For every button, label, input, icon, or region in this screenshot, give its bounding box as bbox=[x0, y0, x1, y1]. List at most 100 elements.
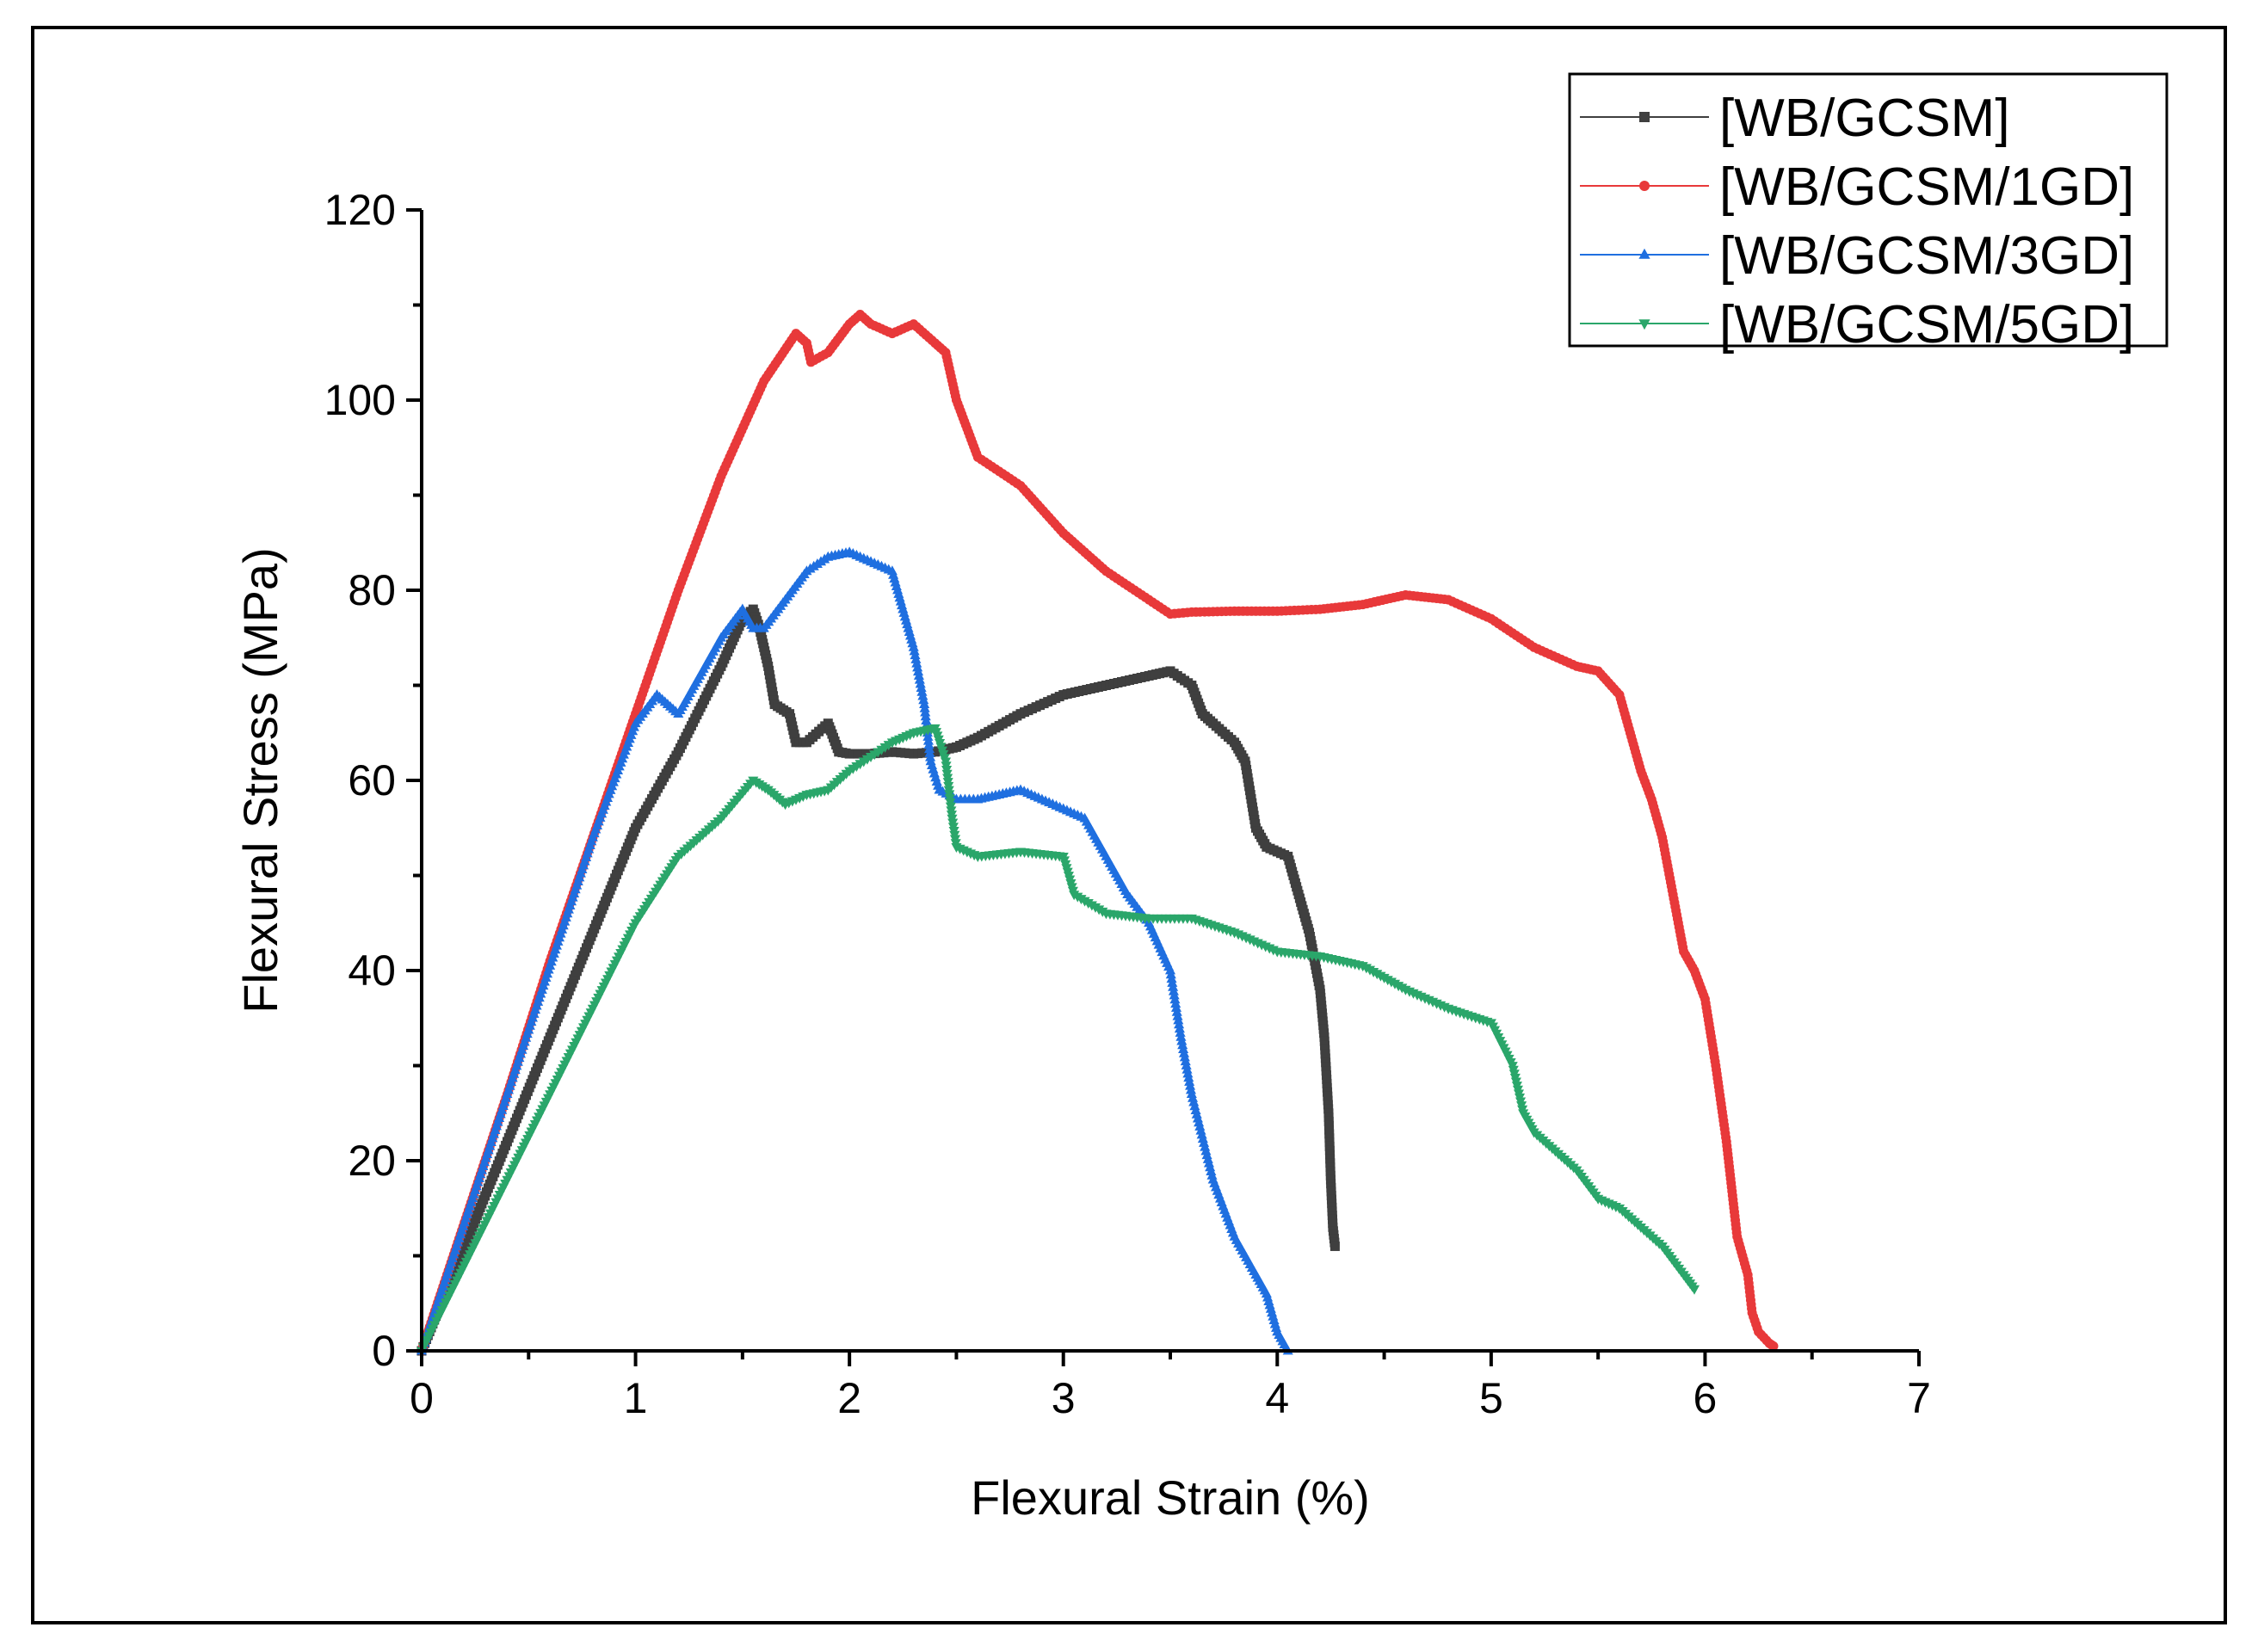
data-point bbox=[1768, 1341, 1779, 1351]
data-point bbox=[925, 751, 936, 761]
legend-box bbox=[1568, 72, 2169, 348]
data-point bbox=[912, 666, 924, 676]
data-point bbox=[914, 674, 925, 684]
series-line bbox=[421, 607, 1336, 1352]
plot-area: 0 1 2 3 4 5 6 7 0 20 40 60 80 100 120 bbox=[324, 186, 1931, 1422]
series-line bbox=[421, 313, 1774, 1352]
x-tick-label: 0 bbox=[410, 1374, 434, 1422]
legend-swatch-marker bbox=[1638, 248, 1650, 259]
data-point bbox=[1185, 1080, 1196, 1090]
data-point bbox=[921, 714, 932, 724]
x-tick-label: 1 bbox=[624, 1374, 648, 1422]
legend-entry: [WB/GCSM/3GD] bbox=[1580, 226, 2134, 286]
data-point bbox=[916, 686, 928, 696]
series-markers bbox=[416, 604, 1340, 1356]
data-point bbox=[1174, 1019, 1185, 1029]
y-tick-label: 100 bbox=[324, 376, 396, 424]
series-2 bbox=[416, 546, 1293, 1355]
legend-entry: [WB/GCSM/5GD] bbox=[1580, 295, 2134, 354]
data-point bbox=[912, 662, 923, 672]
x-tick-label: 6 bbox=[1694, 1374, 1718, 1422]
data-point bbox=[924, 747, 935, 757]
data-point bbox=[1688, 1285, 1700, 1295]
data-point bbox=[910, 650, 921, 660]
x-axis-title: Flexural Strain (%) bbox=[971, 1470, 1370, 1525]
data-point bbox=[909, 645, 920, 656]
x-tick-label: 7 bbox=[1907, 1374, 1931, 1422]
legend-entry: [WB/GCSM/1GD] bbox=[1580, 157, 2134, 217]
data-point bbox=[1180, 1056, 1191, 1066]
x-ticks: 0 1 2 3 4 5 6 7 bbox=[410, 1351, 1931, 1422]
data-point bbox=[919, 699, 930, 708]
series-1 bbox=[416, 310, 1779, 1356]
data-point bbox=[911, 657, 922, 668]
data-point bbox=[1177, 1039, 1188, 1050]
legend-label: [WB/GCSM/5GD] bbox=[1719, 295, 2134, 354]
data-point bbox=[1170, 998, 1181, 1008]
legend-label: [WB/GCSM/1GD] bbox=[1719, 157, 2134, 217]
y-tick-label: 60 bbox=[348, 756, 396, 804]
series-group bbox=[416, 310, 1779, 1357]
data-point bbox=[923, 743, 935, 754]
data-point bbox=[910, 653, 922, 663]
data-point bbox=[1169, 989, 1180, 1000]
data-point bbox=[1170, 1002, 1182, 1012]
data-point bbox=[1181, 1059, 1192, 1069]
legend-swatch-marker bbox=[1639, 181, 1650, 191]
legend-label: [WB/GCSM] bbox=[1719, 89, 2010, 148]
data-point bbox=[1168, 985, 1179, 996]
data-point bbox=[923, 739, 935, 749]
data-point bbox=[1174, 1023, 1185, 1033]
data-point bbox=[1175, 1031, 1187, 1041]
data-point bbox=[1172, 1010, 1183, 1020]
series-3 bbox=[416, 724, 1700, 1357]
legend-swatch-marker bbox=[1639, 112, 1650, 122]
data-point bbox=[1168, 981, 1179, 991]
data-point bbox=[1182, 1068, 1194, 1078]
data-point bbox=[1173, 1014, 1184, 1025]
series-0 bbox=[416, 604, 1340, 1356]
data-point bbox=[1330, 1241, 1340, 1251]
data-point bbox=[916, 682, 927, 693]
data-point bbox=[920, 706, 931, 717]
data-point bbox=[920, 711, 931, 721]
y-tick-label: 20 bbox=[348, 1137, 396, 1185]
data-point bbox=[1175, 1026, 1186, 1037]
data-point bbox=[1183, 1072, 1194, 1082]
data-point bbox=[1184, 1076, 1195, 1086]
y-axis-title: Flexural Stress (MPa) bbox=[233, 547, 287, 1013]
data-point bbox=[1165, 969, 1176, 979]
data-point bbox=[919, 702, 930, 712]
data-point bbox=[1185, 1084, 1197, 1094]
data-point bbox=[1178, 1047, 1190, 1057]
y-tick-label: 120 bbox=[324, 186, 396, 234]
data-point bbox=[917, 690, 928, 700]
data-point bbox=[1171, 1006, 1182, 1016]
data-point bbox=[1164, 965, 1176, 975]
data-point bbox=[1179, 1051, 1190, 1062]
data-point bbox=[922, 735, 934, 745]
data-point bbox=[1181, 1063, 1193, 1074]
data-point bbox=[908, 641, 919, 651]
data-point bbox=[1169, 994, 1181, 1004]
y-tick-label: 40 bbox=[348, 946, 396, 995]
data-point bbox=[1176, 1035, 1188, 1045]
x-tick-label: 4 bbox=[1265, 1374, 1289, 1422]
legend: [WB/GCSM] [WB/GCSM/1GD] [WB/GCSM/3GD] [WB/G… bbox=[1568, 72, 2169, 354]
legend-swatch-marker bbox=[1638, 319, 1650, 330]
series-markers bbox=[416, 724, 1700, 1357]
y-ticks: 0 20 40 60 80 100 120 bbox=[324, 186, 422, 1375]
data-point bbox=[1166, 973, 1177, 983]
series-markers bbox=[416, 546, 1293, 1355]
x-tick-label: 3 bbox=[1052, 1374, 1076, 1422]
data-point bbox=[1178, 1043, 1189, 1053]
x-tick-label: 2 bbox=[837, 1374, 861, 1422]
data-point bbox=[915, 678, 926, 688]
y-tick-label: 0 bbox=[372, 1327, 396, 1375]
legend-items: [WB/GCSM] [WB/GCSM/1GD] [WB/GCSM/3GD] [WB/G… bbox=[1580, 89, 2134, 354]
series-markers bbox=[416, 310, 1779, 1356]
y-tick-label: 80 bbox=[348, 566, 396, 614]
legend-label: [WB/GCSM/3GD] bbox=[1719, 226, 2134, 286]
legend-entry: [WB/GCSM] bbox=[1580, 89, 2010, 148]
